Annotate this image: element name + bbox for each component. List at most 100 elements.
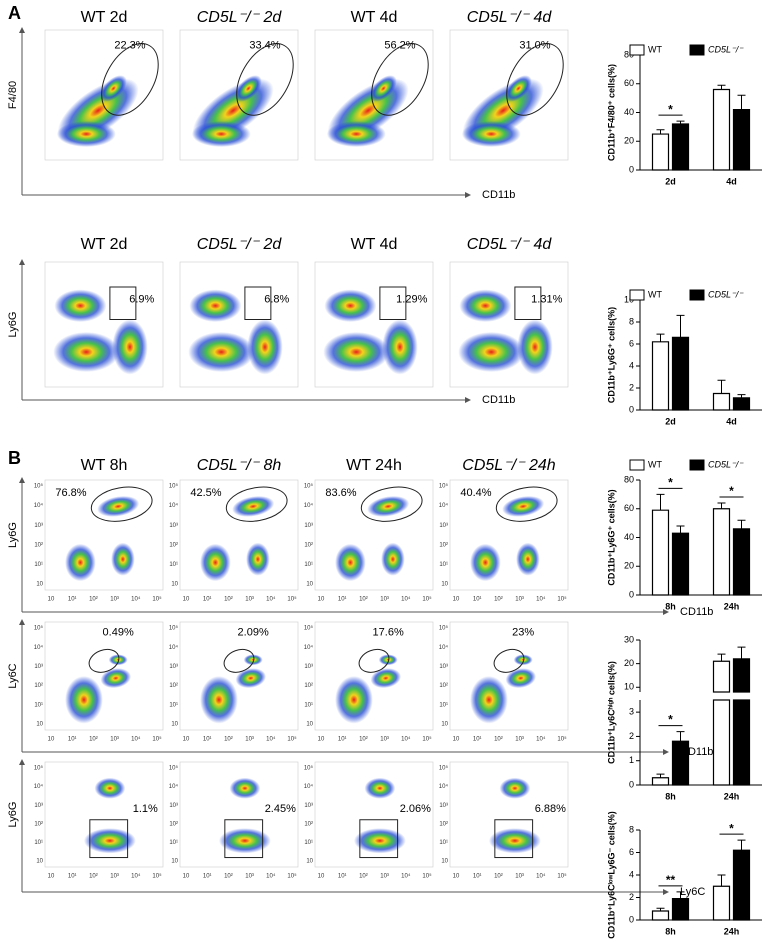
y-tick-label: 10¹ bbox=[169, 562, 178, 568]
x-tick-label: 24h bbox=[724, 791, 740, 801]
legend-swatch bbox=[629, 44, 645, 56]
y-tick-label: 10³ bbox=[169, 803, 178, 809]
density bbox=[499, 777, 531, 799]
density bbox=[502, 495, 545, 517]
plot-frame bbox=[44, 621, 164, 731]
x-tick-label: 10⁵ bbox=[152, 736, 162, 743]
x-tick-label: 10² bbox=[89, 597, 98, 603]
gate bbox=[89, 819, 129, 859]
plot-title: CD5L⁻/⁻ 2d bbox=[197, 236, 283, 253]
x-tick-label: 10² bbox=[224, 597, 233, 603]
gate-percent: 6.88% bbox=[535, 803, 566, 815]
x-tick-label: 4d bbox=[726, 416, 737, 426]
bar bbox=[732, 849, 751, 921]
y-tick-label: 10⁵ bbox=[169, 483, 179, 490]
y-tick-label: 10³ bbox=[34, 664, 43, 670]
significance-mark: * bbox=[729, 484, 734, 498]
bar bbox=[651, 777, 670, 786]
density bbox=[200, 676, 238, 724]
y-tick-label: 10⁵ bbox=[304, 483, 314, 490]
gate bbox=[359, 819, 399, 859]
legend-swatch bbox=[629, 289, 645, 301]
density bbox=[470, 543, 501, 582]
x-tick-label: 10⁴ bbox=[536, 596, 546, 603]
y-tick-label: 10² bbox=[169, 542, 178, 548]
x-tick-label: 10¹ bbox=[203, 874, 212, 880]
gate-percent: 22.3% bbox=[114, 40, 145, 52]
x-tick-label: 10⁴ bbox=[131, 873, 141, 880]
plot-title: WT 2d bbox=[81, 236, 128, 253]
plot-title: CD5L⁻/⁻ 4d bbox=[467, 236, 553, 253]
x-tick-label: 8h bbox=[665, 791, 676, 801]
y-tick-label: 10⁴ bbox=[169, 502, 179, 509]
plot-frame bbox=[314, 261, 434, 388]
x-tick-label: 10³ bbox=[245, 874, 254, 880]
x-tick-label: 10² bbox=[89, 737, 98, 743]
y-tick-label: 10 bbox=[36, 722, 43, 728]
gate bbox=[379, 286, 407, 320]
legend-label: WT bbox=[648, 459, 662, 469]
y-tick-label: 10² bbox=[439, 821, 448, 827]
x-tick-label: 10² bbox=[494, 874, 503, 880]
x-tick-label: 10⁴ bbox=[131, 596, 141, 603]
x-tick-label: 10⁴ bbox=[401, 873, 411, 880]
x-tick-label: 10³ bbox=[380, 737, 389, 743]
y-tick-label: 2 bbox=[629, 892, 634, 902]
bar bbox=[712, 88, 731, 171]
x-tick-label: 10 bbox=[453, 737, 460, 743]
y-axis-label: CD11b⁺Ly6G⁺ cells(%) bbox=[606, 489, 616, 585]
plot-frame bbox=[44, 761, 164, 868]
y-tick-label: 6 bbox=[629, 338, 634, 348]
density bbox=[94, 777, 126, 799]
y-tick-label: 10 bbox=[171, 859, 178, 865]
density bbox=[505, 668, 537, 689]
bar bbox=[651, 133, 670, 171]
error-bar bbox=[737, 394, 746, 398]
y-tick-label: 10¹ bbox=[34, 840, 43, 846]
y-tick-label: 10² bbox=[169, 683, 178, 689]
density bbox=[200, 543, 231, 582]
plot-frame bbox=[179, 761, 299, 868]
plot-title: CD5L⁻/⁻ 4d bbox=[467, 9, 553, 26]
plot-title: WT 4d bbox=[351, 236, 398, 253]
density bbox=[218, 828, 271, 854]
x-tick-label: 10¹ bbox=[203, 597, 212, 603]
density bbox=[459, 289, 512, 322]
x-tick-label: 24h bbox=[724, 601, 740, 611]
y-tick-label: 0 bbox=[629, 589, 634, 599]
plot-frame bbox=[44, 29, 164, 161]
y-tick-label: 10⁴ bbox=[439, 783, 449, 790]
y-tick-label: 10² bbox=[439, 542, 448, 548]
y-tick-label: 3 bbox=[629, 707, 634, 717]
x-tick-label: 10⁴ bbox=[401, 596, 411, 603]
gate bbox=[358, 648, 390, 673]
y-tick-label: 0 bbox=[629, 164, 634, 174]
x-tick-label: 10³ bbox=[245, 597, 254, 603]
y-tick-label: 10¹ bbox=[304, 702, 313, 708]
y-tick-label: 2 bbox=[629, 731, 634, 741]
bar bbox=[732, 658, 751, 786]
density bbox=[191, 121, 251, 147]
y-tick-label: 10² bbox=[304, 821, 313, 827]
density bbox=[65, 676, 103, 724]
density bbox=[189, 289, 242, 322]
gate bbox=[88, 648, 120, 673]
plot-frame bbox=[314, 761, 434, 868]
y-tick-label: 10 bbox=[624, 294, 634, 304]
plot-frame bbox=[179, 621, 299, 731]
gate bbox=[494, 819, 534, 859]
y-tick-label: 10² bbox=[439, 683, 448, 689]
gate-percent: 0.49% bbox=[103, 627, 134, 639]
density bbox=[56, 121, 116, 147]
x-tick-label: 10² bbox=[359, 597, 368, 603]
error-bar bbox=[737, 94, 746, 110]
y-tick-label: 10⁵ bbox=[439, 483, 449, 490]
x-tick-label: 2d bbox=[665, 176, 676, 186]
x-tick-label: 4d bbox=[726, 176, 737, 186]
y-tick-label: 10⁵ bbox=[34, 483, 44, 490]
x-tick-label: 10³ bbox=[110, 737, 119, 743]
gate bbox=[493, 648, 525, 673]
y-tick-label: 10⁵ bbox=[34, 625, 44, 632]
gate-percent: 1.1% bbox=[133, 803, 158, 815]
density bbox=[367, 495, 410, 517]
